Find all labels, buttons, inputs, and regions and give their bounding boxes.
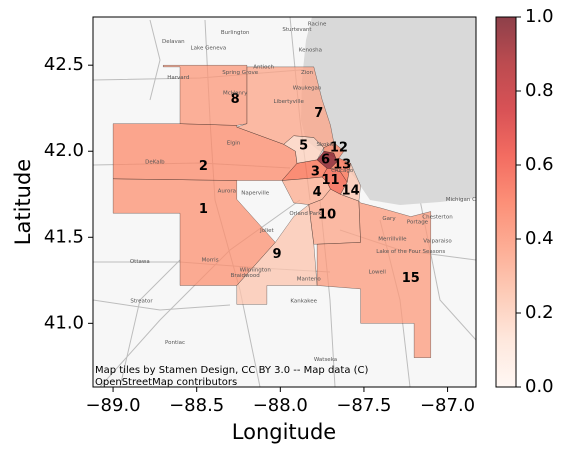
basemap-place-label: Orland Park: [289, 211, 322, 217]
colorbar-tick-label: 0.0: [525, 376, 554, 397]
region-9: [236, 204, 318, 305]
y-tick-label: 42.0: [44, 140, 84, 161]
y-tick-label: 42.5: [44, 54, 84, 75]
basemap-place-label: Spring Grove: [222, 70, 259, 76]
region-14: [340, 162, 361, 202]
basemap-place-label: Naperville: [241, 190, 269, 196]
region-label-8: 8: [231, 92, 240, 107]
basemap-place-label: Portage: [407, 220, 429, 226]
basemap-place-label: Aurora: [218, 189, 236, 195]
region-label-7: 7: [314, 106, 323, 121]
basemap-place-label: Zion: [301, 70, 314, 76]
attribution-line-2: OpenStreetMap contributors: [95, 377, 237, 388]
x-tick-label: −87.0: [420, 395, 475, 416]
x-tick-label: −87.5: [336, 395, 391, 416]
y-axis: 42.5 42.0 41.5 41.0: [44, 54, 93, 333]
basemap-place-label: Watseka: [314, 357, 337, 363]
basemap-place-label: Chicago: [331, 168, 354, 174]
colorbar-ticks: 0.0 0.2 0.4 0.6 0.8 1.0: [516, 6, 554, 397]
map-frame: [92, 16, 477, 388]
basemap-place-label: Waukegan: [293, 85, 322, 91]
regions-layer: [112, 64, 432, 358]
colorbar-tick-label: 0.6: [525, 154, 554, 175]
basemap-place-label: Valparaiso: [423, 238, 452, 244]
colorbar-tick-label: 0.2: [525, 302, 554, 323]
colorbar-frame: [495, 16, 517, 388]
basemap-place-label: Manteno: [297, 276, 322, 282]
basemap-place-label: Skokie: [317, 142, 336, 148]
region-label-11: 11: [321, 173, 339, 188]
region-label-3: 3: [311, 164, 320, 179]
basemap-place-label: Gary: [382, 216, 396, 222]
basemap-place-label: Pontiac: [165, 340, 185, 346]
y-axis-label: Latitude: [11, 159, 35, 245]
basemap-place-label: Delavan: [162, 39, 185, 45]
basemap-place-label: Wilmington: [240, 268, 272, 274]
basemap-place-label: Merrillville: [378, 237, 407, 243]
basemap-place-label: Chesterton: [422, 214, 453, 220]
x-tick-label: −88.5: [169, 395, 224, 416]
region-7: [236, 66, 335, 149]
basemap-place-label: Streator: [130, 299, 153, 305]
basemap-place-label: Braidwood: [231, 273, 260, 279]
region-label-13: 13: [333, 158, 351, 173]
colorbar-gradient: [496, 17, 516, 387]
region-label-2: 2: [199, 159, 208, 174]
region-8: [162, 64, 248, 126]
region-label-15: 15: [402, 271, 420, 286]
attribution-line-1: Map tiles by Stamen Design, CC BY 3.0 --…: [95, 365, 369, 376]
x-axis-label: Longitude: [232, 420, 336, 444]
basemap-place-label: Lake Geneva: [191, 46, 227, 52]
region-label-4: 4: [313, 185, 322, 200]
basemap-place-label: McHenry: [223, 90, 248, 96]
basemap-place-label: DeKalb: [145, 159, 165, 165]
colorbar: 0.0 0.2 0.4 0.6 0.8 1.0: [495, 6, 554, 397]
region-15: [316, 200, 432, 358]
colorbar-tick-label: 0.4: [525, 228, 554, 249]
basemap-place-label: Lake of the Four Seasons: [376, 249, 445, 255]
region-label-12: 12: [330, 140, 348, 155]
basemap-place-label: Racine: [308, 22, 327, 28]
basemap-place-label: Ottawa: [130, 259, 150, 265]
basemap-place-label: Sturtevant: [282, 27, 312, 33]
colorbar-tick-label: 0.8: [525, 80, 554, 101]
basemap-place-label: Michigan City: [446, 197, 484, 203]
region-label-1: 1: [199, 202, 208, 217]
basemap-place-label: Kankakee: [290, 299, 317, 305]
basemap-place-label: Joliet: [259, 228, 274, 234]
basemap-place-label: Antioch: [253, 65, 274, 71]
x-tick-label: −88.0: [253, 395, 308, 416]
basemap-place-label: Lowell: [369, 269, 387, 275]
y-tick-label: 41.0: [44, 312, 84, 333]
region-label-14: 14: [342, 183, 360, 198]
x-tick-label: −89.0: [85, 395, 140, 416]
region-label-5: 5: [299, 139, 308, 154]
basemap-place-label: Morris: [202, 257, 219, 263]
colorbar-tick-label: 1.0: [525, 6, 554, 27]
region-label-10: 10: [318, 207, 336, 222]
region-label-6: 6: [321, 152, 330, 167]
basemap-place-label: Burlington: [221, 30, 250, 36]
region-label-9: 9: [272, 247, 281, 262]
basemap-place-label: Kenosha: [299, 47, 322, 53]
x-axis: −89.0 −88.5 −88.0 −87.5 −87.0: [85, 387, 475, 416]
lake-michigan: [301, 17, 476, 205]
basemap-place-label: Elgin: [227, 140, 241, 146]
basemap-place-label: Libertyville: [274, 99, 305, 105]
y-tick-label: 41.5: [44, 226, 84, 247]
basemap-place-label: Harvard: [167, 75, 189, 81]
